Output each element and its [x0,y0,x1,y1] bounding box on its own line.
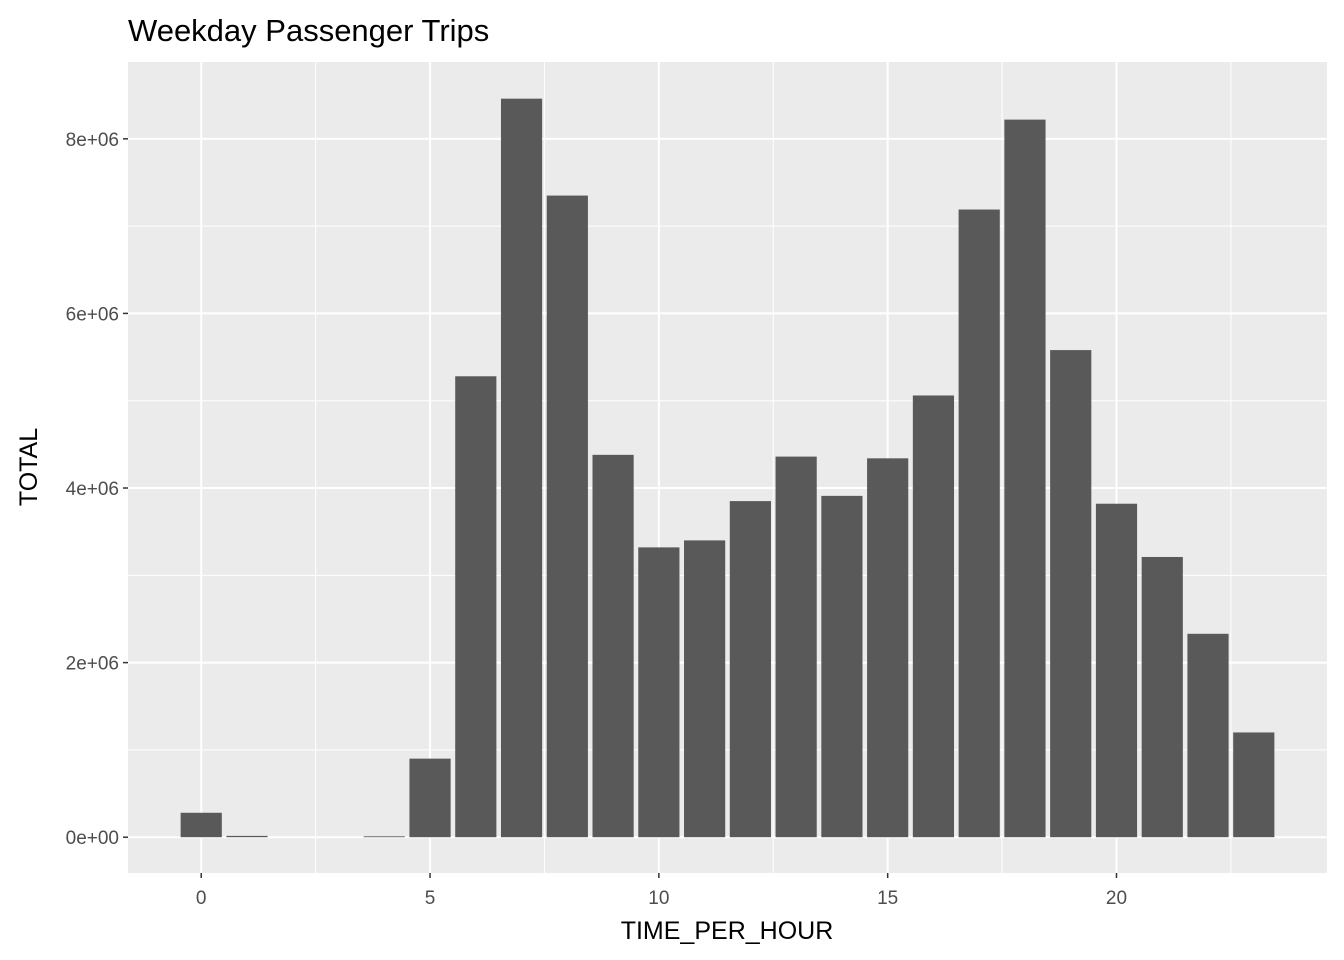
x-tick-label: 0 [196,888,207,909]
bar-hour-5 [409,758,451,838]
bar-hour-23 [1233,732,1275,838]
y-tick-label: 2e+06 [66,654,119,675]
y-tick-label: 4e+06 [66,479,119,500]
bar-hour-14 [821,495,863,838]
y-tick-label: 0e+00 [66,828,119,849]
bar-hour-7 [500,98,543,838]
y-axis-title: TOTAL [15,428,43,506]
bar-hour-17 [958,209,1000,838]
x-tick-label: 10 [648,888,669,909]
bar-hour-8 [546,195,588,838]
bar-hour-0 [180,812,222,838]
bar-hour-18 [1004,119,1046,838]
bar-hour-1 [226,835,268,838]
bar-hour-10 [638,547,680,838]
bar-hour-15 [867,458,909,838]
bar-hour-20 [1095,503,1138,838]
y-tick-label: 6e+06 [66,304,119,325]
x-axis: 0 5 10 15 20 [196,873,1127,909]
bar-hour-4 [363,836,405,838]
chart-title: Weekday Passenger Trips [128,13,489,48]
x-axis-title: TIME_PER_HOUR [621,917,834,945]
x-tick-label: 15 [877,888,898,909]
major-gridlines [128,62,1327,873]
y-tick-label: 8e+06 [66,130,119,151]
bar-hour-19 [1050,350,1092,838]
y-axis: 0e+00 2e+06 4e+06 6e+06 8e+06 [66,130,128,849]
bars [180,98,1275,838]
x-tick-label: 5 [425,888,436,909]
bar-hour-12 [729,501,771,838]
bar-hour-16 [912,395,955,838]
x-tick-label: 20 [1106,888,1127,909]
bar-hour-13 [775,456,817,838]
bar-hour-22 [1187,633,1229,838]
bar-hour-11 [684,540,726,838]
bar-hour-21 [1141,556,1183,838]
bar-hour-6 [455,376,497,838]
bar-hour-9 [592,454,634,838]
